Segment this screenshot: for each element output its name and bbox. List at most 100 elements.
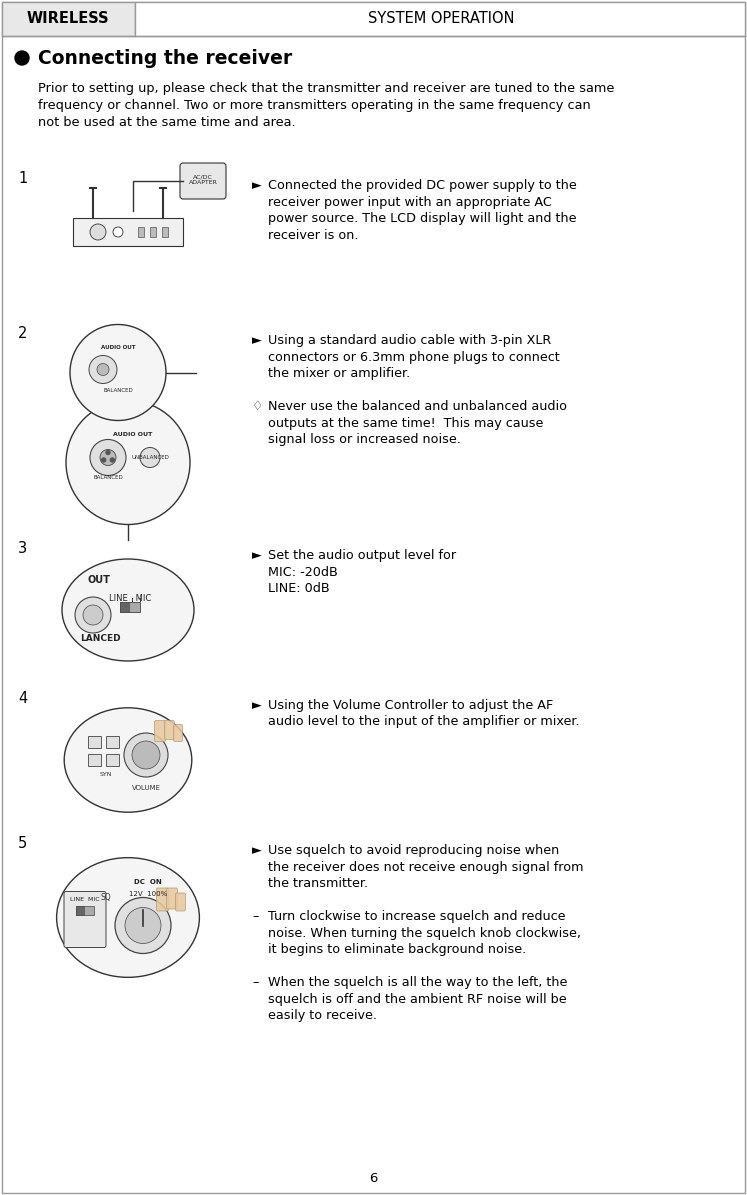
Bar	[73, 217, 183, 246]
Text: outputs at the same time!  This may cause: outputs at the same time! This may cause	[268, 417, 543, 429]
Text: the transmitter.: the transmitter.	[268, 877, 368, 890]
Text: 6: 6	[369, 1171, 378, 1184]
Circle shape	[89, 355, 117, 384]
Text: power source. The LCD display will light and the: power source. The LCD display will light…	[268, 212, 577, 225]
Text: AUDIO OUT: AUDIO OUT	[101, 345, 135, 350]
Ellipse shape	[62, 559, 194, 661]
Text: noise. When turning the squelch knob clockwise,: noise. When turning the squelch knob clo…	[268, 926, 581, 939]
Text: signal loss or increased noise.: signal loss or increased noise.	[268, 433, 461, 446]
Bar	[135, 2, 745, 36]
Ellipse shape	[57, 858, 199, 978]
Text: Set the audio output level for: Set the audio output level for	[268, 549, 456, 562]
Text: the receiver does not receive enough signal from: the receiver does not receive enough sig…	[268, 860, 583, 874]
Circle shape	[140, 447, 160, 467]
Circle shape	[70, 325, 166, 421]
Text: –: –	[252, 911, 258, 923]
Text: LINE: 0dB: LINE: 0dB	[268, 582, 329, 595]
Text: ►: ►	[252, 549, 261, 562]
Text: squelch is off and the ambient RF noise will be: squelch is off and the ambient RF noise …	[268, 993, 567, 1005]
Circle shape	[106, 451, 110, 454]
Text: UNBALANCED: UNBALANCED	[131, 455, 169, 460]
Circle shape	[66, 400, 190, 525]
Bar	[106, 736, 119, 748]
Text: 2: 2	[18, 326, 28, 341]
FancyBboxPatch shape	[176, 893, 185, 911]
Text: –: –	[252, 976, 258, 989]
Text: Use squelch to avoid reproducing noise when: Use squelch to avoid reproducing noise w…	[268, 844, 560, 857]
Text: receiver power input with an appropriate AC: receiver power input with an appropriate…	[268, 196, 552, 208]
Circle shape	[90, 440, 126, 476]
Text: Prior to setting up, please check that the transmitter and receiver are tuned to: Prior to setting up, please check that t…	[38, 82, 614, 94]
Text: Connected the provided DC power supply to the: Connected the provided DC power supply t…	[268, 179, 577, 192]
Bar	[2, 2, 135, 36]
Text: AUDIO OUT: AUDIO OUT	[114, 433, 152, 437]
Text: SQ: SQ	[101, 893, 111, 902]
Text: Never use the balanced and unbalanced audio: Never use the balanced and unbalanced au…	[268, 400, 567, 413]
Text: 5: 5	[18, 836, 27, 851]
Text: SYN: SYN	[100, 772, 112, 778]
Text: When the squelch is all the way to the left, the: When the squelch is all the way to the l…	[268, 976, 568, 989]
Text: LINE  MIC: LINE MIC	[70, 897, 100, 902]
Text: Connecting the receiver: Connecting the receiver	[38, 49, 292, 67]
Text: VOLUME: VOLUME	[131, 785, 161, 791]
Text: frequency or channel. Two or more transmitters operating in the same frequency c: frequency or channel. Two or more transm…	[38, 99, 591, 112]
Bar	[120, 602, 140, 612]
Circle shape	[132, 741, 160, 770]
Bar	[76, 906, 94, 914]
Text: AC/DC
ADAPTER: AC/DC ADAPTER	[188, 174, 217, 185]
Bar	[138, 227, 144, 237]
Text: 4: 4	[18, 691, 27, 706]
Circle shape	[90, 223, 106, 240]
Circle shape	[113, 227, 123, 237]
Text: SYSTEM OPERATION: SYSTEM OPERATION	[368, 11, 514, 25]
Text: BALANCED: BALANCED	[103, 388, 133, 393]
Text: easily to receive.: easily to receive.	[268, 1009, 377, 1022]
Text: LINE   MIC: LINE MIC	[109, 594, 151, 602]
Text: 3: 3	[18, 541, 27, 556]
Ellipse shape	[64, 707, 192, 813]
Text: ►: ►	[252, 179, 261, 192]
FancyBboxPatch shape	[64, 891, 106, 948]
Text: the mixer or amplifier.: the mixer or amplifier.	[268, 367, 410, 380]
FancyBboxPatch shape	[155, 721, 166, 742]
Bar	[76, 906, 84, 914]
Text: WIRELESS: WIRELESS	[26, 11, 109, 25]
FancyBboxPatch shape	[164, 721, 175, 740]
Circle shape	[111, 458, 114, 462]
Text: BALANCED: BALANCED	[93, 474, 123, 480]
Text: OUT: OUT	[88, 575, 111, 586]
Circle shape	[102, 458, 105, 462]
Circle shape	[124, 733, 168, 777]
Bar	[150, 227, 156, 237]
Bar	[162, 227, 168, 237]
Text: ►: ►	[252, 333, 261, 347]
Bar	[88, 736, 101, 748]
Text: LANCED: LANCED	[80, 633, 120, 643]
Circle shape	[100, 449, 116, 466]
Circle shape	[15, 51, 29, 65]
Text: ►: ►	[252, 844, 261, 857]
Text: audio level to the input of the amplifier or mixer.: audio level to the input of the amplifie…	[268, 716, 580, 729]
FancyBboxPatch shape	[173, 724, 182, 742]
Text: Using a standard audio cable with 3-pin XLR: Using a standard audio cable with 3-pin …	[268, 333, 551, 347]
Text: not be used at the same time and area.: not be used at the same time and area.	[38, 116, 296, 129]
Bar	[88, 754, 101, 766]
Circle shape	[75, 598, 111, 633]
Text: 12V  100%: 12V 100%	[129, 890, 167, 896]
FancyBboxPatch shape	[167, 888, 178, 909]
Circle shape	[115, 897, 171, 954]
Text: 1: 1	[18, 171, 27, 186]
FancyBboxPatch shape	[180, 163, 226, 200]
Text: Turn clockwise to increase squelch and reduce: Turn clockwise to increase squelch and r…	[268, 911, 565, 923]
Text: DC  ON: DC ON	[134, 880, 162, 885]
Circle shape	[125, 907, 161, 944]
Circle shape	[97, 363, 109, 375]
Text: ►: ►	[252, 699, 261, 712]
Bar	[106, 754, 119, 766]
Text: Using the Volume Controller to adjust the AF: Using the Volume Controller to adjust th…	[268, 699, 554, 712]
Text: it begins to eliminate background noise.: it begins to eliminate background noise.	[268, 943, 526, 956]
Text: MIC: -20dB: MIC: -20dB	[268, 565, 338, 578]
FancyBboxPatch shape	[157, 888, 169, 911]
Text: receiver is on.: receiver is on.	[268, 228, 359, 241]
Text: connectors or 6.3mm phone plugs to connect: connectors or 6.3mm phone plugs to conne…	[268, 350, 560, 363]
